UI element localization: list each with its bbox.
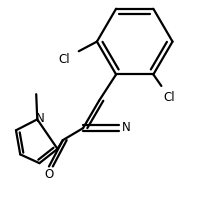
Text: N: N — [122, 121, 131, 134]
Text: Cl: Cl — [164, 91, 175, 104]
Text: N: N — [36, 112, 45, 125]
Text: Cl: Cl — [58, 53, 70, 66]
Text: O: O — [44, 168, 53, 181]
